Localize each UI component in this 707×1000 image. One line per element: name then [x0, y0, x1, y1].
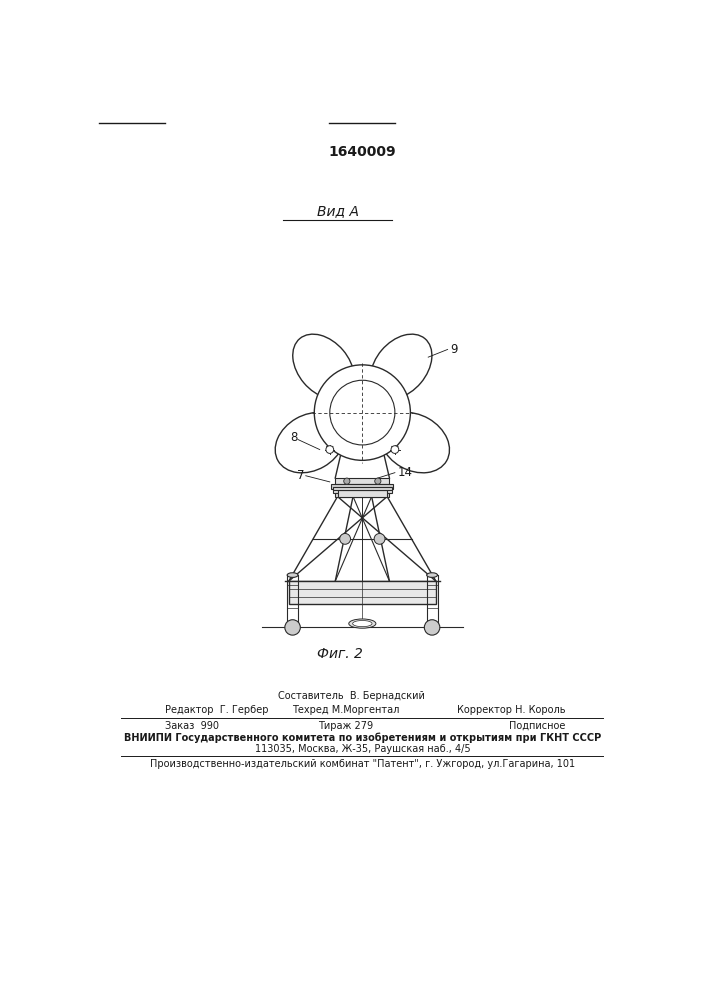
Text: Подписное: Подписное — [509, 721, 565, 731]
Bar — [333, 489, 392, 493]
Circle shape — [315, 365, 410, 460]
Text: Составитель  В. Бернадский: Составитель В. Бернадский — [278, 691, 425, 701]
Ellipse shape — [370, 334, 432, 399]
Ellipse shape — [275, 412, 345, 473]
Bar — [335, 493, 390, 497]
Text: 14: 14 — [397, 466, 412, 479]
Text: Корректор Н. Король: Корректор Н. Король — [457, 705, 565, 715]
Ellipse shape — [293, 334, 354, 399]
Text: Техред М.Моргентал: Техред М.Моргентал — [292, 705, 399, 715]
Ellipse shape — [349, 619, 376, 628]
Text: Тираж 279: Тираж 279 — [318, 721, 373, 731]
Circle shape — [424, 620, 440, 635]
Bar — [337, 490, 387, 497]
Circle shape — [344, 478, 350, 484]
Circle shape — [285, 620, 300, 635]
Text: ВНИИПИ Государственного комитета по изобретениям и открытиям при ГКНТ СССР: ВНИИПИ Государственного комитета по изоб… — [124, 733, 601, 743]
Ellipse shape — [287, 573, 298, 577]
Ellipse shape — [380, 412, 450, 473]
Text: Вид A: Вид A — [317, 205, 358, 219]
Bar — [288, 581, 436, 604]
Ellipse shape — [426, 573, 438, 577]
Text: 9: 9 — [450, 343, 457, 356]
Text: Производственно-издательский комбинат "Патент", г. Ужгород, ул.Гагарина, 101: Производственно-издательский комбинат "П… — [150, 759, 575, 769]
Ellipse shape — [353, 620, 372, 627]
Circle shape — [375, 478, 381, 484]
Circle shape — [329, 380, 395, 445]
Text: 7: 7 — [297, 469, 304, 482]
Bar — [333, 487, 392, 490]
Circle shape — [339, 533, 351, 544]
Text: 113035, Москва, Ж-35, Раушская наб., 4/5: 113035, Москва, Ж-35, Раушская наб., 4/5 — [255, 744, 470, 754]
Circle shape — [374, 533, 385, 544]
Text: 8: 8 — [291, 431, 298, 444]
Circle shape — [391, 446, 399, 453]
Bar — [335, 478, 390, 484]
Text: Заказ  990: Заказ 990 — [165, 721, 219, 731]
Circle shape — [326, 446, 334, 453]
Text: Редактор  Г. Гербер: Редактор Г. Гербер — [165, 705, 269, 715]
Bar — [332, 484, 393, 489]
Text: 1640009: 1640009 — [329, 145, 396, 159]
Text: Фиг. 2: Фиг. 2 — [317, 647, 363, 661]
